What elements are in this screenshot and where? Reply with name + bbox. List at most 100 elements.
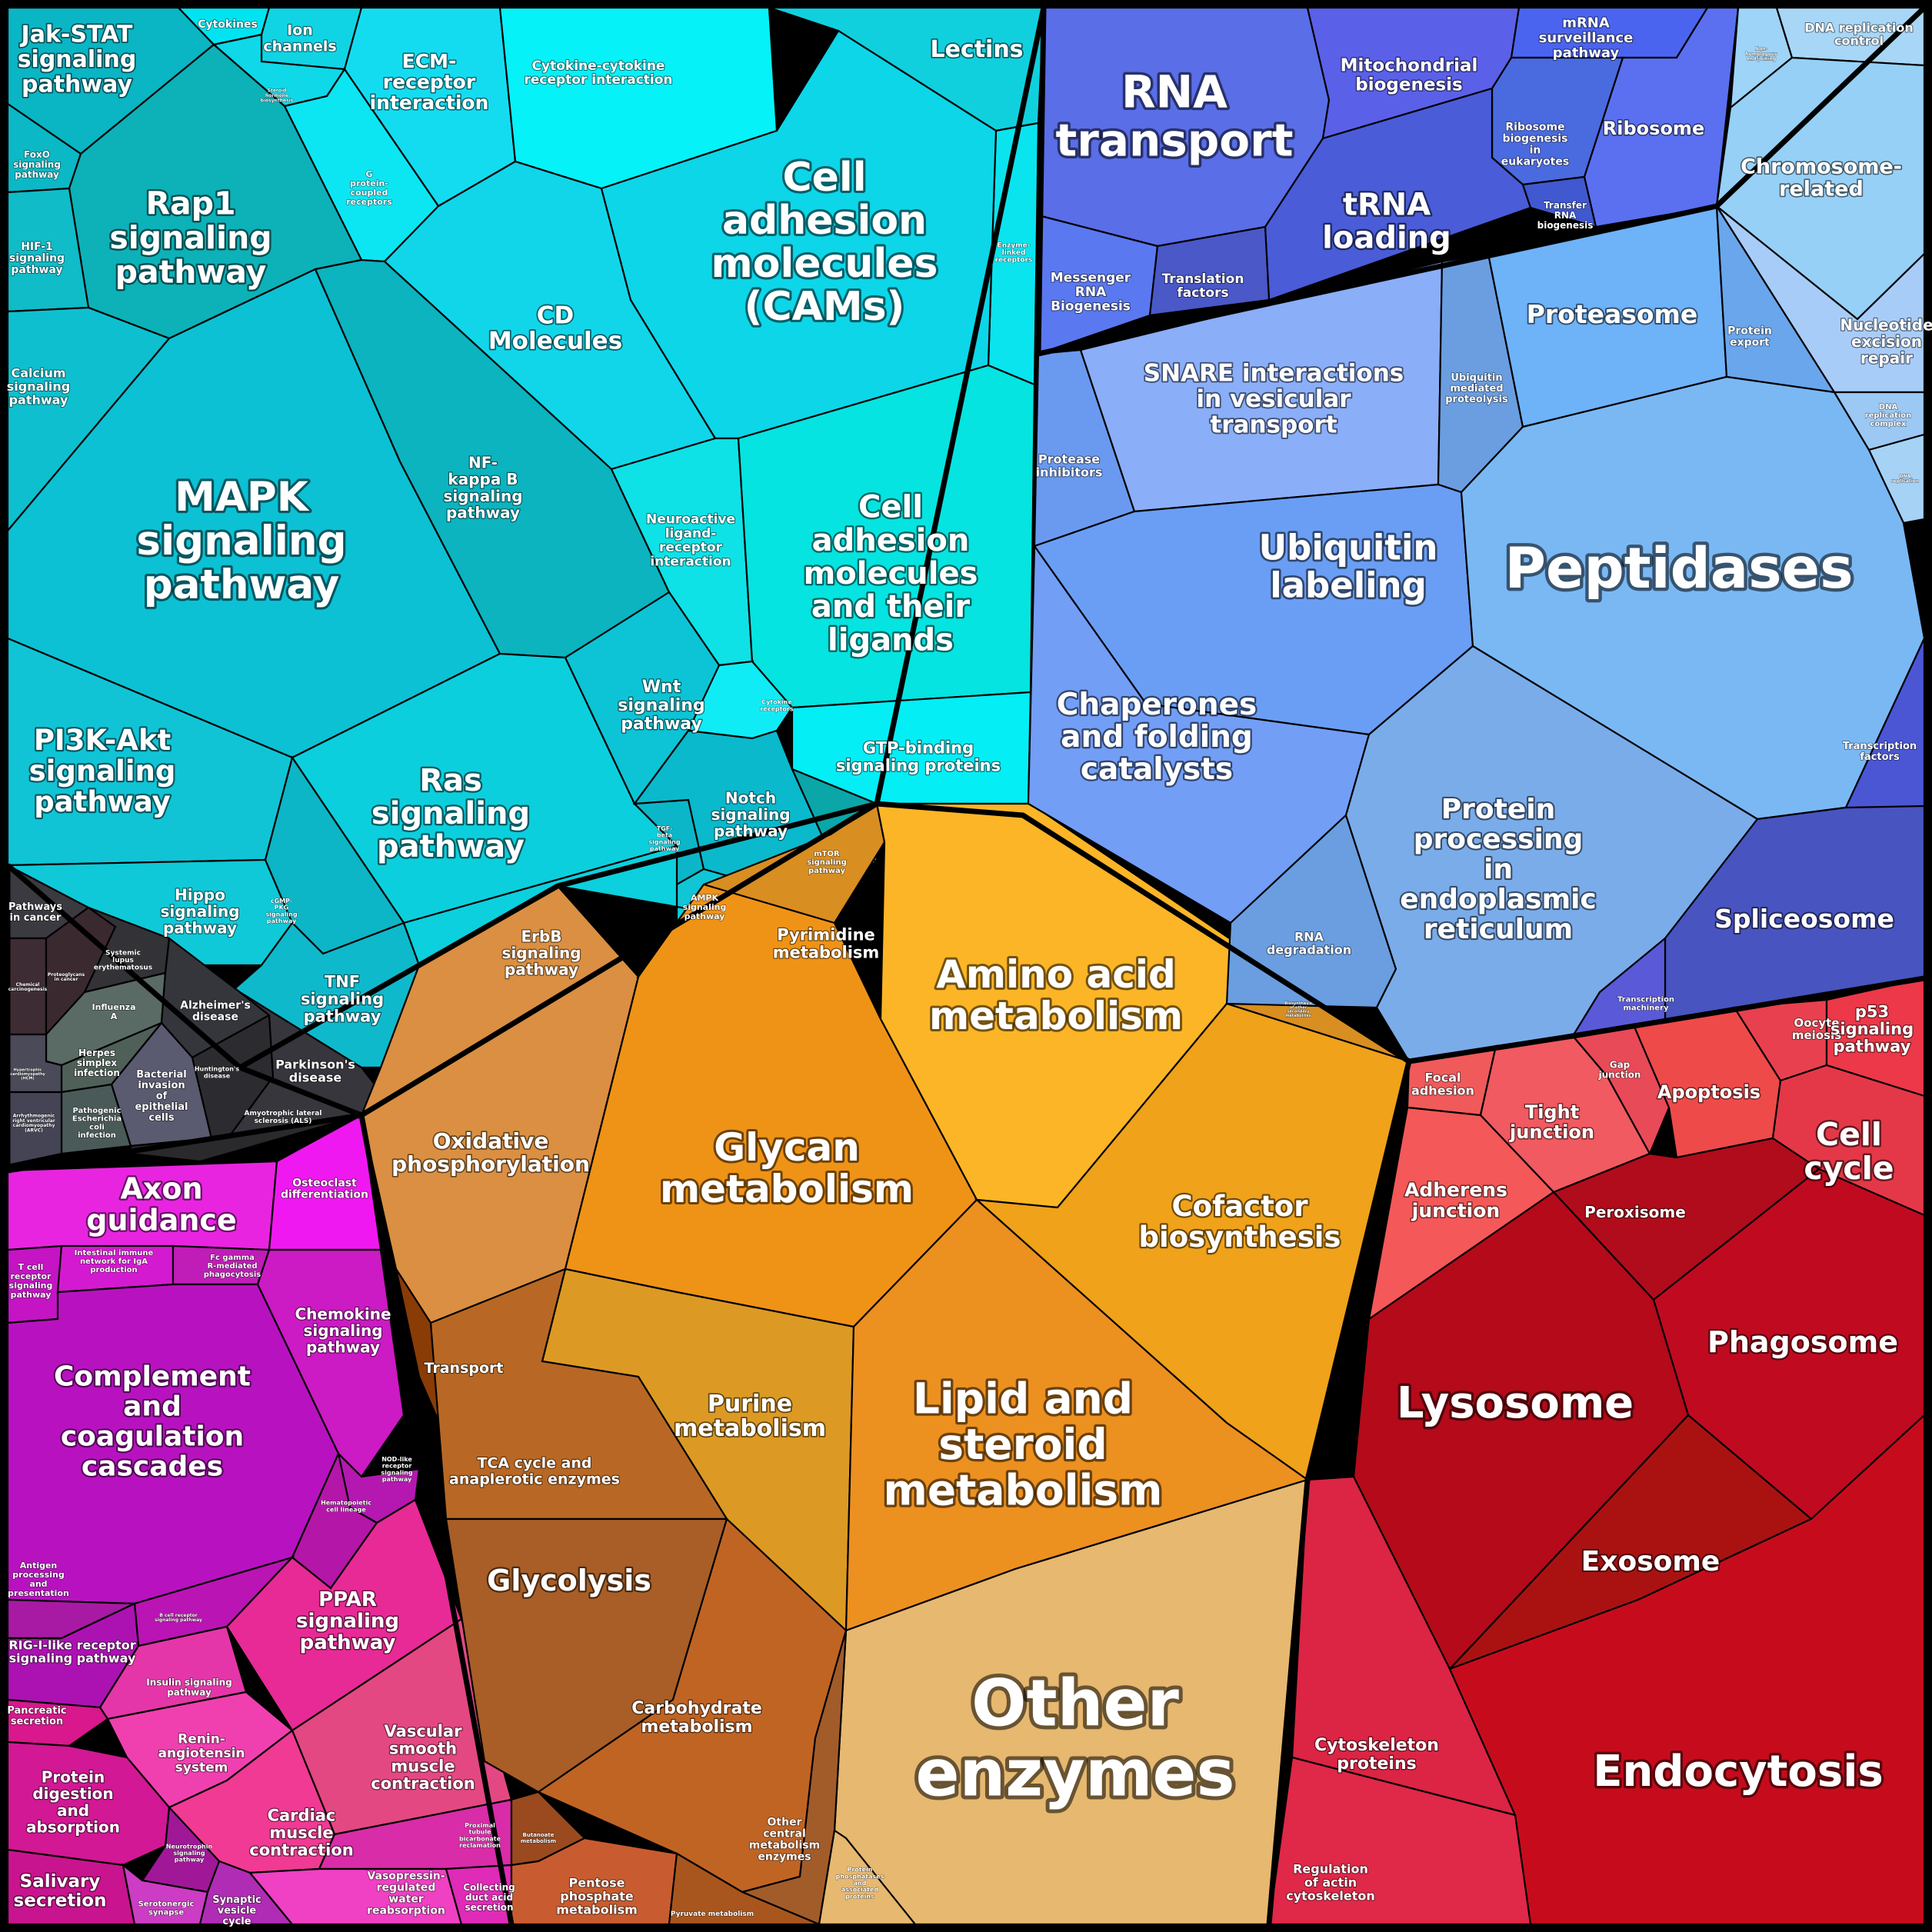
label-other-enzymes: Other enzymes — [916, 1666, 1235, 1811]
label-notch: Notch signaling pathway — [711, 788, 790, 840]
label-transcription-machinery: Transcription machinery — [1617, 996, 1674, 1013]
label-peroxisome: Peroxisome — [1584, 1203, 1686, 1221]
label-translation-factors: Translation factors — [1162, 271, 1244, 301]
label-apoptosis: Apoptosis — [1657, 1081, 1760, 1103]
label-cardiac: Cardiac muscle contraction — [249, 1806, 353, 1859]
label-bacterial-invasion: Bacterial invasion of epithelial cells — [135, 1068, 188, 1123]
label-cytokines: Cytokines — [198, 18, 258, 31]
label-mrna-surveillance: mRNA surveillance pathway — [1539, 15, 1634, 62]
label-carbohydrate: Carbohydrate metabolism — [631, 1699, 762, 1737]
label-ribosome: Ribosome — [1603, 118, 1704, 139]
label-synaptic: Synaptic vesicle cycle — [212, 1894, 261, 1927]
label-als: Amyotrophic lateral sclerosis (ALS) — [245, 1110, 322, 1125]
label-spliceosome: Spliceosome — [1714, 904, 1894, 934]
label-regulation-actin: Regulation of actin cytoskeleton — [1286, 1861, 1375, 1903]
label-amino-acid: Amino acid metabolism — [929, 952, 1183, 1038]
label-cytokine-cytokine: Cytokine-cytokine receptor interaction — [524, 58, 672, 88]
group-border-cellular — [1408, 975, 1925, 1064]
label-pathways-cancer: Pathways in cancer — [8, 901, 62, 923]
label-pi3k: PI3K-Akt signaling pathway — [29, 724, 176, 818]
label-trna: tRNA loading — [1322, 187, 1451, 255]
label-tca: TCA cycle and anaplerotic enzymes — [449, 1454, 620, 1487]
label-foxo: FoxO signaling pathway — [13, 149, 61, 180]
label-glycolysis: Glycolysis — [487, 1564, 651, 1597]
label-systemic-lupus: Systemic lupus erythematosus — [94, 949, 152, 971]
label-protein-phosphatases: Protein phosphatases and associated proteins — [836, 1866, 884, 1900]
label-enzyme-linked: Enzyme-linked receptors — [995, 242, 1033, 264]
label-neuroactive: Neuroactive ligand-receptor interaction — [646, 511, 735, 569]
label-chemokine: Chemokine signaling pathway — [295, 1304, 391, 1356]
label-calcium: Calcium signaling pathway — [7, 365, 70, 407]
label-exosome: Exosome — [1581, 1546, 1720, 1577]
label-axon-guidance: Axon guidance — [86, 1171, 236, 1237]
label-proteasome: Proteasome — [1527, 299, 1698, 329]
label-hif1: HIF-1 signaling pathway — [9, 241, 65, 276]
label-adherens: Adherens junction — [1404, 1179, 1507, 1222]
label-herpes: Herpes simplex infection — [74, 1048, 120, 1078]
label-tgf-beta: TGF-beta signaling pathway — [648, 825, 681, 852]
label-cams: Cell adhesion molecules (CAMs) — [711, 155, 938, 330]
label-serotonergic: Serotonergic synapse — [138, 1900, 195, 1917]
label-renin: Renin-angiotensin system — [158, 1732, 245, 1776]
label-nod-like: NOD-like receptor signaling pathway — [381, 1456, 413, 1483]
group-border-genetic — [1035, 5, 1927, 357]
label-chromosome: Chromosome-related — [1740, 155, 1902, 201]
label-phagosome: Phagosome — [1707, 1325, 1898, 1359]
label-pentose: Pentose phosphate metabolism — [556, 1875, 638, 1917]
label-non-homologous: Non-homologous end-joining — [1745, 46, 1777, 62]
label-hypertrophic: Hypertrophic cardiomyopathy (HCM) — [10, 1068, 45, 1081]
label-proteoglycans: Proteoglycans in cancer — [48, 971, 85, 981]
label-other-central: Other central metabolism enzymes — [749, 1816, 820, 1863]
label-pyrimidine: Pyrimidine metabolism — [773, 926, 880, 962]
cell-regulation-actin — [1267, 1756, 1532, 1926]
label-rna-transport: RNA transport — [1056, 66, 1294, 167]
label-snare: SNARE interactions in vesicular transport — [1144, 359, 1404, 438]
label-chaperones: Chaperones and folding catalysts — [1057, 687, 1257, 786]
label-glycan: Glycan metabolism — [660, 1125, 914, 1211]
label-cofactor: Cofactor biosynthesis — [1139, 1190, 1341, 1254]
label-transfer-rna: Transfer RNA biogenesis — [1537, 200, 1594, 231]
label-dna-replication: DNA replication — [1891, 473, 1919, 483]
label-iga: Intestinal immune network for IgA producti… — [75, 1249, 154, 1274]
label-protein-processing: Protein processing in endoplasmic reticulum — [1400, 794, 1597, 945]
cell-transfer-rna — [1521, 175, 1597, 228]
label-ion-channels: Ion channels — [263, 22, 336, 55]
label-cell-cycle: Cell cycle — [1804, 1116, 1894, 1187]
label-protein-export: Protein export — [1727, 325, 1772, 348]
label-protein-digestion: Protein digestion and absorption — [26, 1767, 120, 1836]
label-ribosome-biogenesis: Ribosome biogenesis in eukaryotes — [1501, 121, 1569, 168]
label-bcell: B cell receptor signaling pathway — [155, 1612, 202, 1622]
label-mapk: MAPK signaling pathway — [136, 473, 346, 608]
label-proximal-tubule: Proximal tubule bicarbonate reclamation — [459, 1822, 501, 1849]
label-ecm-receptor: ECM-receptor interaction — [370, 50, 489, 114]
cell-translation-factors — [1148, 225, 1271, 317]
label-cam-ligands: Cell adhesion molecules and their ligands — [804, 490, 978, 658]
label-pyruvate: Pyruvate metabolism — [671, 1910, 754, 1918]
label-oocyte: Oocyte meiosis — [1792, 1015, 1841, 1041]
label-dna-complex: DNA replication complex — [1865, 403, 1912, 428]
label-steroid-hormone: Steroid hormone biosynthesis — [261, 88, 294, 103]
label-hematopoietic: Hematopoietic cell lineage — [321, 1499, 371, 1513]
label-nucleotide-excision: Nucleotide excision repair — [1840, 315, 1932, 367]
cell-protein-phosphatases — [818, 1829, 918, 1926]
label-focal-adhesion: Focal adhesion — [1411, 1070, 1474, 1098]
label-ras: Ras signaling pathway — [371, 763, 530, 864]
label-lysosome: Lysosome — [1397, 1378, 1634, 1428]
label-salivary: Salivary secretion — [14, 1871, 107, 1910]
label-ubiq-proteolysis: Ubiquitin mediated proteolysis — [1445, 371, 1508, 405]
label-hippo: Hippo signaling pathway — [160, 885, 239, 937]
group-border-organismal — [7, 1112, 515, 1925]
label-ppar: PPAR signaling pathway — [296, 1587, 399, 1654]
label-purine: Purine metabolism — [674, 1390, 826, 1441]
label-arrhythmogenic: Arrhythmogenic right ventricular cardiomyo… — [12, 1113, 55, 1133]
label-butanoate: Butanoate metabolism — [521, 1832, 556, 1844]
label-cd-molecules: CD Molecules — [488, 301, 622, 355]
label-mito-biogenesis: Mitochondrial biogenesis — [1341, 55, 1478, 95]
label-rig-i: RIG-I-like receptor signaling pathway — [8, 1637, 136, 1665]
label-erbb: ErbB signaling pathway — [501, 927, 581, 978]
label-alzheimers: Alzheimer's disease — [180, 999, 251, 1023]
cell-pancreatic — [6, 1698, 109, 1747]
label-peptidases: Peptidases — [1504, 536, 1853, 601]
